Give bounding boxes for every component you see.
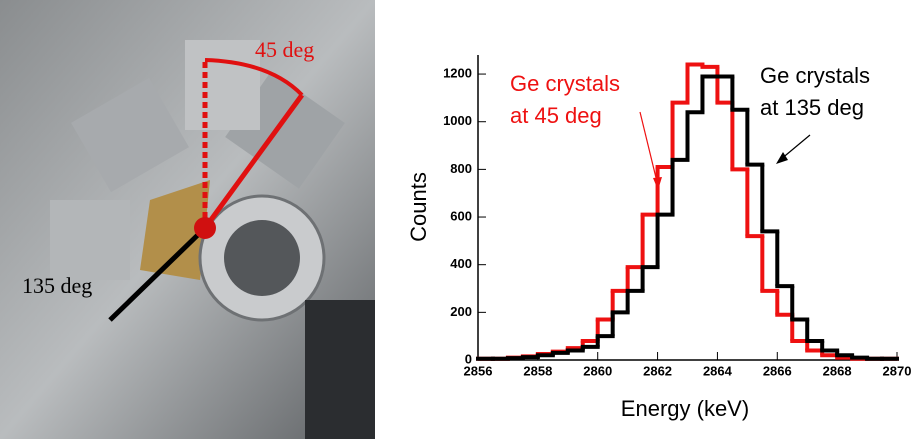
target-point xyxy=(194,217,216,239)
y-axis-label: Counts xyxy=(406,172,431,242)
annotation: Ge crystals xyxy=(510,71,620,96)
x-tick-label: 2868 xyxy=(823,363,852,378)
y-tick-label: 600 xyxy=(450,208,472,223)
histogram-chart: Counts Energy (keV) 02004006008001000120… xyxy=(406,55,912,421)
annotation: at 135 deg xyxy=(760,95,864,120)
annotation-arrow xyxy=(640,112,658,186)
annotation: at 45 deg xyxy=(510,103,602,128)
arrow-head xyxy=(776,152,788,164)
page: {"photo": {"labels": ["45 deg", "135 deg… xyxy=(0,0,920,439)
y-tick-label: 1000 xyxy=(443,113,472,128)
cable xyxy=(305,300,375,439)
x-tick-label: 2862 xyxy=(643,363,672,378)
flange-hole xyxy=(224,220,300,296)
photo: 45 deg 135 deg xyxy=(0,0,375,439)
x-tick-label: 2870 xyxy=(883,363,912,378)
x-tick-label: 2856 xyxy=(464,363,493,378)
x-tick-label: 2858 xyxy=(523,363,552,378)
annotation: Ge crystals xyxy=(760,63,870,88)
y-tick-label: 1200 xyxy=(443,66,472,81)
x-axis-label: Energy (keV) xyxy=(621,396,749,421)
x-tick-label: 2864 xyxy=(703,363,733,378)
x-tick-label: 2860 xyxy=(583,363,612,378)
detector-panel xyxy=(50,200,130,280)
angle-label: 135 deg xyxy=(22,273,92,298)
figure: 45 deg 135 deg Counts Energy (keV) 02004… xyxy=(0,0,920,439)
angle-label: 45 deg xyxy=(255,37,314,62)
detector-panel xyxy=(185,40,260,130)
x-tick-label: 2866 xyxy=(763,363,792,378)
y-tick-label: 400 xyxy=(450,256,472,271)
y-tick-label: 200 xyxy=(450,304,472,319)
y-tick-label: 800 xyxy=(450,161,472,176)
